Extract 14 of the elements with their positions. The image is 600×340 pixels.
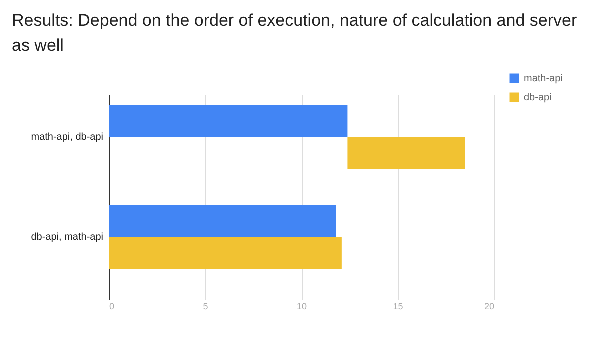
x-tick-label: 0 — [110, 302, 115, 312]
bar — [109, 205, 336, 238]
chart-title: Results: Depend on the order of execution, nature of calculation and server as well — [12, 10, 578, 57]
y-tick-label: math-api, db-api — [31, 132, 104, 144]
y-tick-label: db-api, math-api — [31, 232, 104, 244]
bar — [109, 105, 348, 138]
legend-label: db-api — [524, 92, 552, 104]
bar — [348, 137, 466, 170]
bar — [109, 237, 342, 270]
x-tick-label: 5 — [203, 302, 208, 312]
legend-label: math-api — [524, 74, 563, 84]
x-tick-label: 10 — [296, 302, 308, 312]
x-tick-label: 20 — [484, 302, 494, 312]
x-tick-label: 15 — [393, 302, 404, 312]
